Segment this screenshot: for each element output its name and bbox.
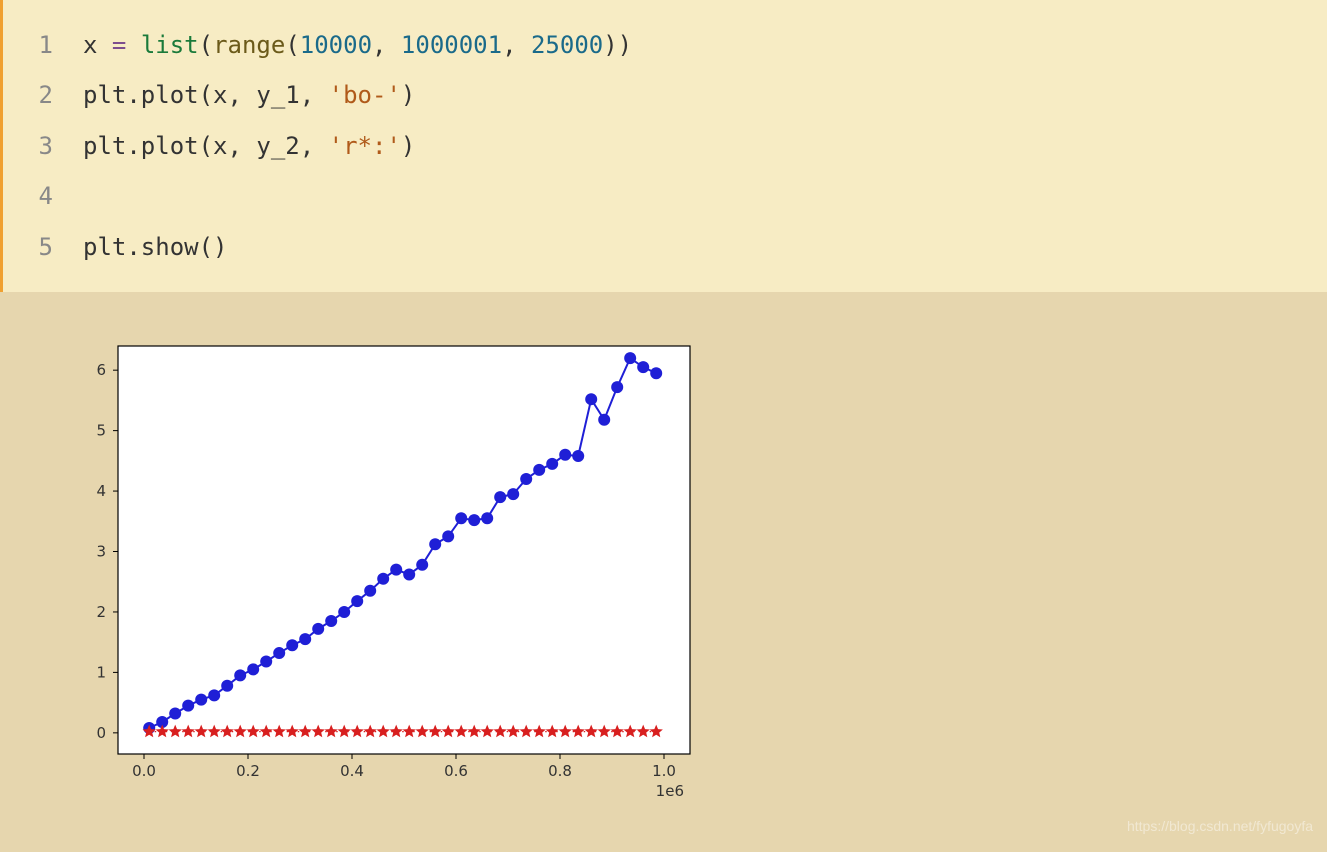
code-line: 1x = list(range(10000, 1000001, 25000)) — [3, 20, 1327, 70]
svg-text:2: 2 — [96, 603, 106, 621]
matplotlib-plot: 0.0 0.2 0.4 0.6 0.8 1.0 0 1 2 3 4 5 6 1e6 — [50, 332, 710, 812]
svg-text:6: 6 — [96, 361, 106, 379]
code-line: 2plt.plot(x, y_1, 'bo-') — [3, 70, 1327, 120]
code-line: 5plt.show() — [3, 222, 1327, 272]
line-number: 1 — [3, 20, 83, 70]
svg-text:0.0: 0.0 — [132, 762, 156, 780]
code-content: plt.show() — [83, 222, 228, 272]
line-number: 4 — [3, 171, 83, 221]
svg-text:1.0: 1.0 — [652, 762, 676, 780]
line-number: 5 — [3, 222, 83, 272]
svg-text:5: 5 — [96, 422, 106, 440]
svg-text:0.2: 0.2 — [236, 762, 260, 780]
svg-text:0.4: 0.4 — [340, 762, 364, 780]
code-content: x = list(range(10000, 1000001, 25000)) — [83, 20, 632, 70]
svg-text:3: 3 — [96, 542, 106, 560]
line-number: 2 — [3, 70, 83, 120]
svg-text:1: 1 — [96, 663, 106, 681]
line-number: 3 — [3, 121, 83, 171]
code-cell: 1x = list(range(10000, 1000001, 25000))2… — [0, 0, 1327, 292]
output-area: 0.0 0.2 0.4 0.6 0.8 1.0 0 1 2 3 4 5 6 1e6 — [0, 292, 1327, 852]
svg-text:0: 0 — [96, 724, 106, 742]
svg-text:1e6: 1e6 — [656, 782, 684, 800]
code-content: plt.plot(x, y_1, 'bo-') — [83, 70, 415, 120]
code-line: 4 — [3, 171, 1327, 221]
code-content: plt.plot(x, y_2, 'r*:') — [83, 121, 415, 171]
code-line: 3plt.plot(x, y_2, 'r*:') — [3, 121, 1327, 171]
svg-text:4: 4 — [96, 482, 106, 500]
watermark-text: https://blog.csdn.net/fyfugoyfa — [1127, 818, 1313, 834]
svg-text:0.6: 0.6 — [444, 762, 468, 780]
svg-text:0.8: 0.8 — [548, 762, 572, 780]
